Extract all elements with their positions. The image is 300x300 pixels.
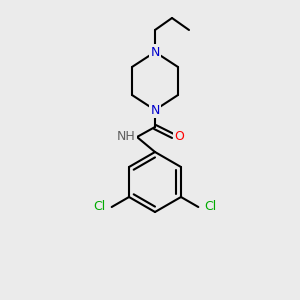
Text: Cl: Cl bbox=[204, 200, 217, 214]
Text: NH: NH bbox=[116, 130, 135, 143]
Text: O: O bbox=[174, 130, 184, 142]
Text: N: N bbox=[150, 46, 160, 59]
Text: Cl: Cl bbox=[93, 200, 106, 214]
Text: N: N bbox=[150, 103, 160, 116]
